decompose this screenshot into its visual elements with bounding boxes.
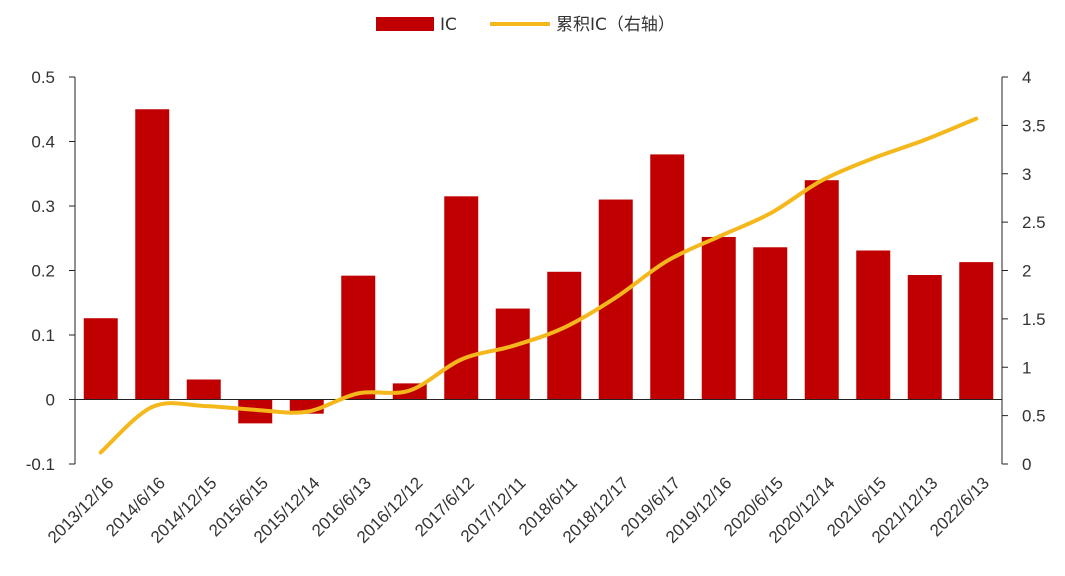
legend: IC 累积IC（右轴） [376, 15, 675, 35]
left-tick-label: -0.1 [26, 455, 55, 474]
right-tick-label: 3.5 [1022, 116, 1046, 135]
left-tick-label: 0.3 [31, 197, 55, 216]
legend-swatch-ic [376, 17, 434, 31]
left-axis-ticks: -0.1 0 0.1 0.2 0.3 0.4 0.5 [26, 68, 75, 474]
left-tick-label: 0 [46, 391, 55, 410]
right-tick-label: 2.5 [1022, 213, 1046, 232]
legend-label-ic: IC [440, 15, 457, 35]
bar-ic [856, 250, 891, 400]
bar-ic [444, 196, 479, 400]
cumulative-ic-line [98, 116, 979, 455]
bar-ic [547, 271, 582, 400]
right-tick-label: 0.5 [1022, 407, 1046, 426]
left-tick-label: 0.4 [31, 133, 55, 152]
left-tick-label: 0.5 [31, 68, 55, 87]
bar-ic [135, 109, 170, 400]
left-tick-label: 0.2 [31, 262, 55, 281]
line-series-cumulative-ic [98, 116, 979, 455]
legend-label-cumulative-ic: 累积IC（右轴） [556, 15, 675, 35]
bar-ic [495, 308, 530, 400]
bar-ic [804, 180, 839, 400]
bar-ic [83, 318, 118, 400]
bar-series-ic [83, 109, 994, 424]
left-tick-label: 0.1 [31, 326, 55, 345]
right-axis-ticks: 0 0.5 1 1.5 2 2.5 3 3.5 4 [1002, 68, 1046, 474]
bar-ic [701, 236, 736, 400]
right-tick-label: 4 [1022, 68, 1031, 87]
bar-ic [186, 379, 221, 400]
right-tick-label: 0 [1022, 455, 1031, 474]
bar-ic [650, 154, 685, 400]
bar-ic [341, 275, 376, 400]
right-tick-label: 2 [1022, 262, 1031, 281]
right-tick-label: 1.5 [1022, 310, 1046, 329]
x-axis-ticks: 2013/12/162014/6/162014/12/152015/6/1520… [44, 473, 993, 547]
bar-ic [907, 275, 942, 400]
bar-ic [959, 262, 994, 400]
bar-ic [753, 247, 788, 400]
right-tick-label: 3 [1022, 165, 1031, 184]
right-tick-label: 1 [1022, 358, 1031, 377]
x-tick-label: 2013/12/16 [44, 473, 118, 547]
